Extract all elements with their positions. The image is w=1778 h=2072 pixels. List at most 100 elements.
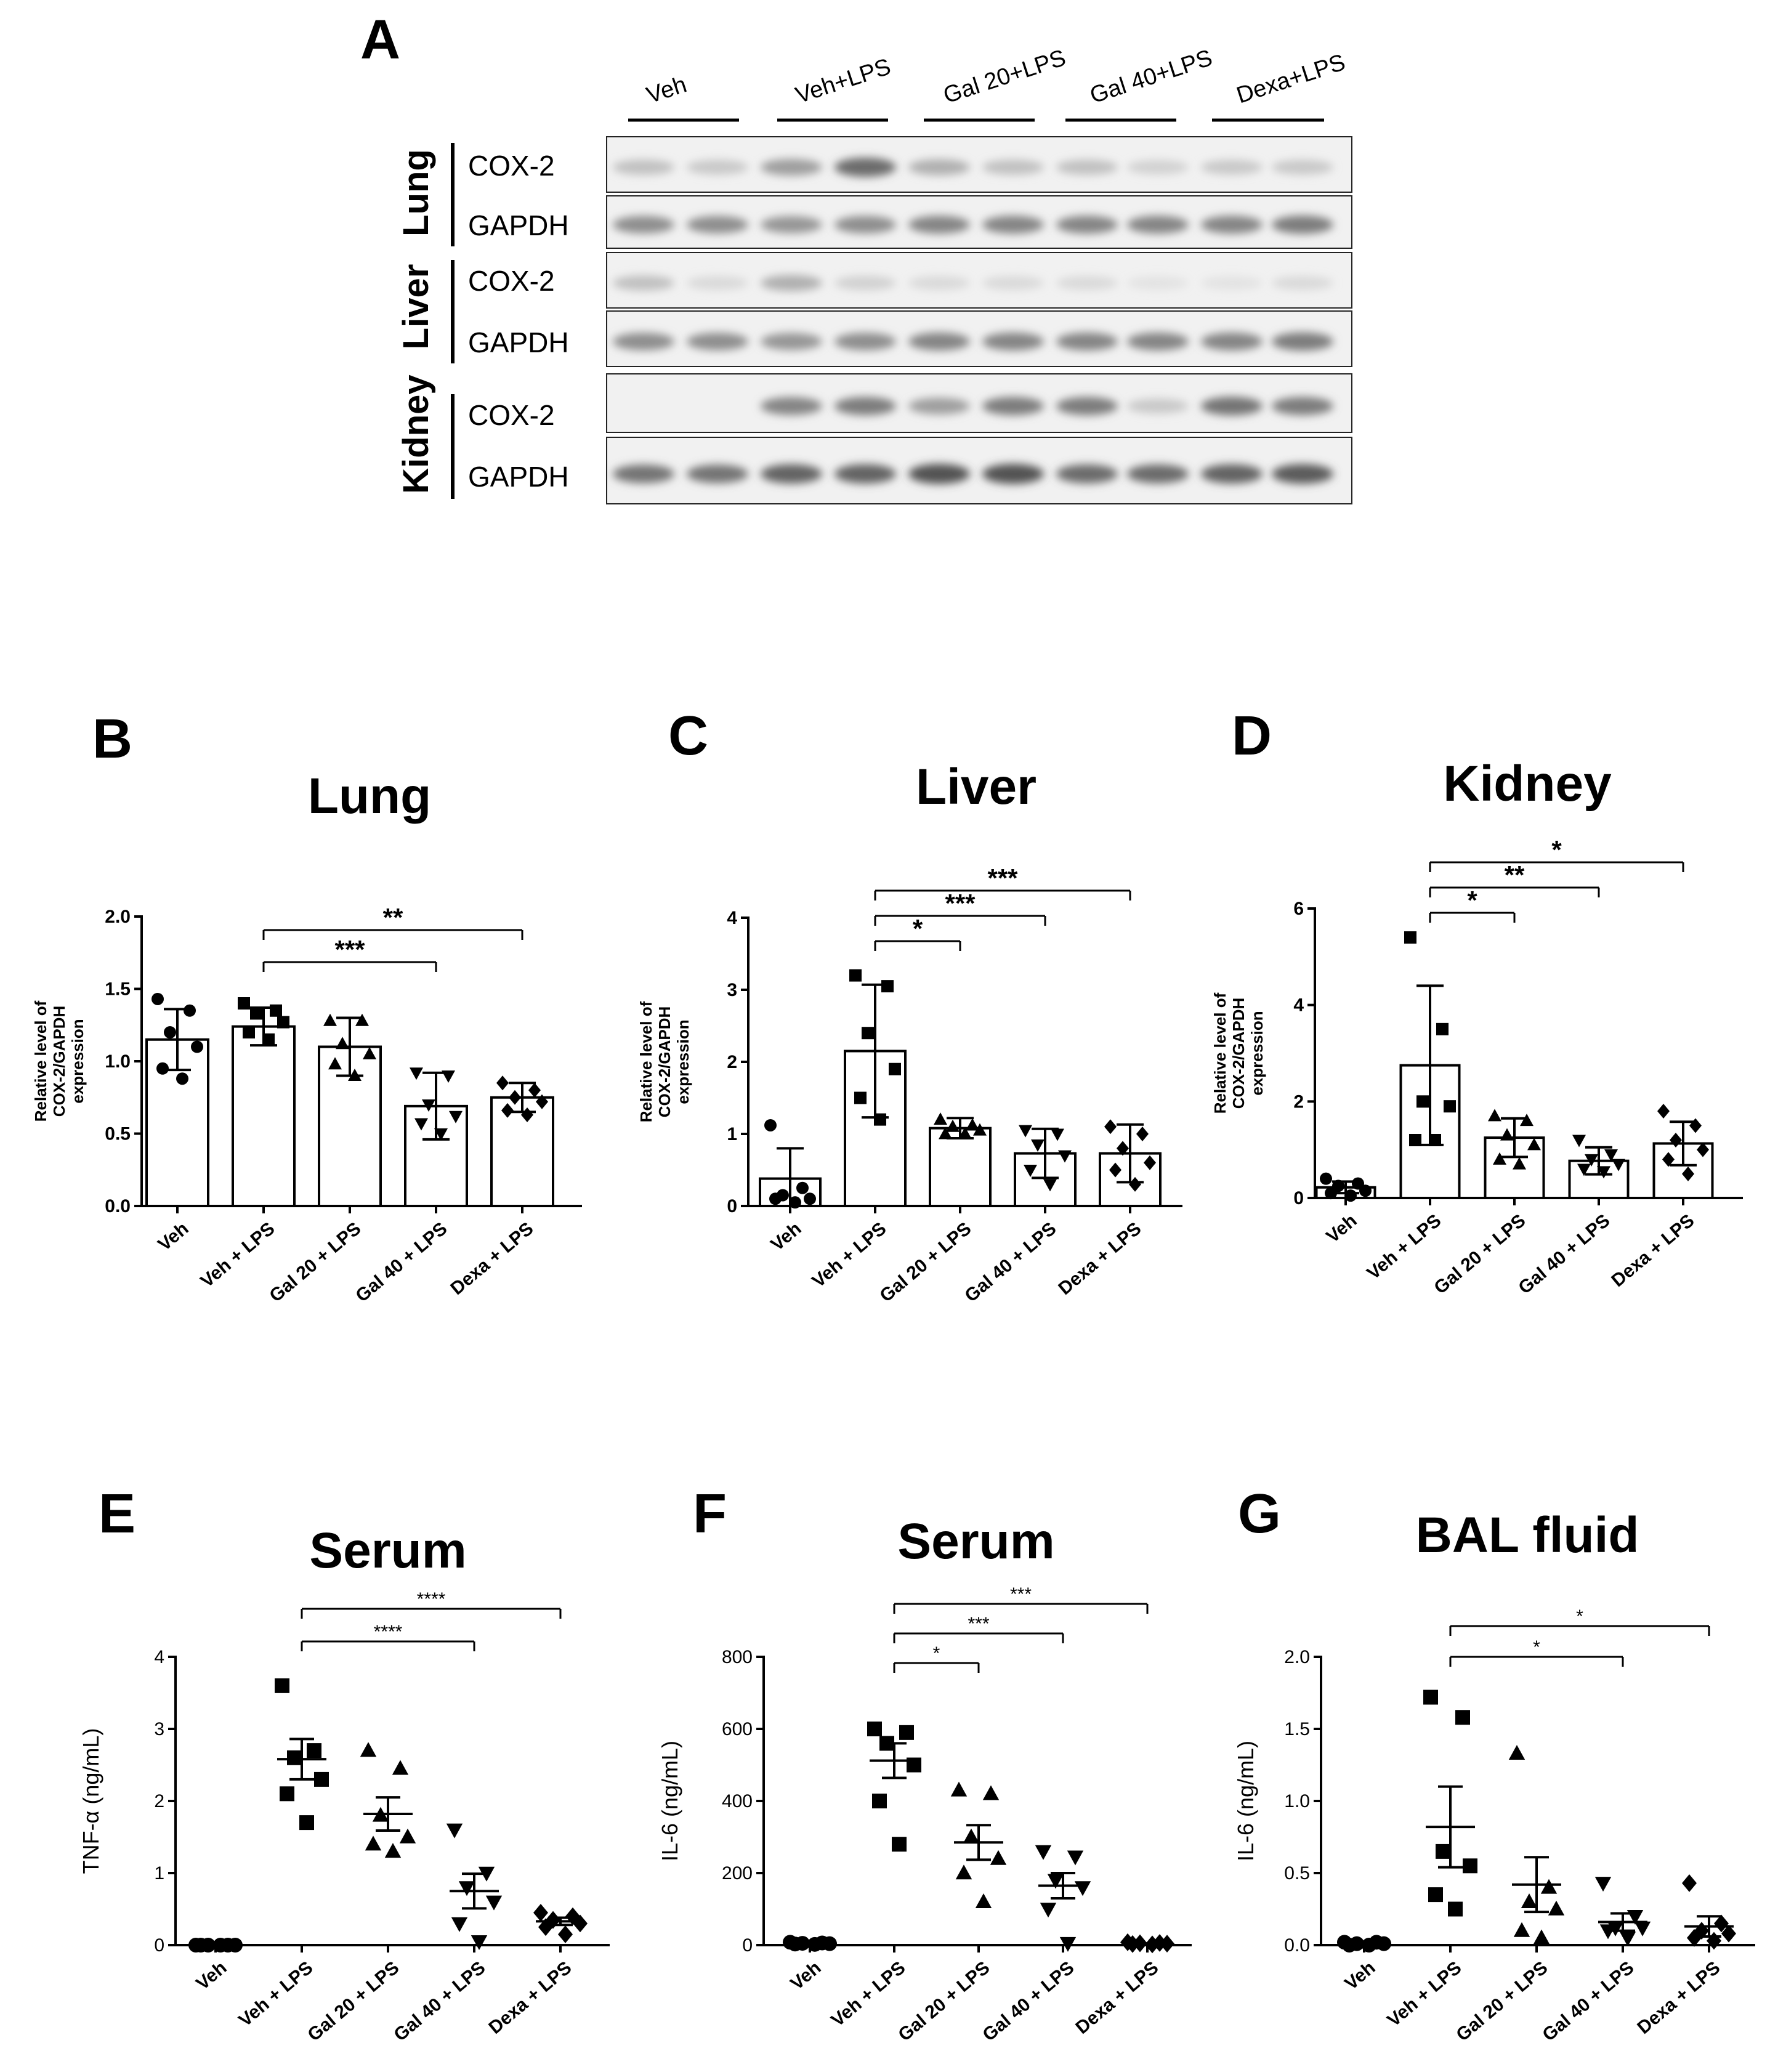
protein-label: COX-2 — [468, 265, 555, 297]
blot-band — [1272, 397, 1333, 416]
x-tick-label: Gal 40 + LPS — [1514, 1210, 1614, 1298]
data-point — [1362, 1938, 1376, 1953]
data-point — [1619, 1932, 1636, 1947]
y-tick-label: 200 — [722, 1863, 753, 1884]
blot-band — [761, 333, 822, 350]
y-tick-label: 1 — [154, 1863, 164, 1884]
y-tick-label: 1.5 — [105, 979, 131, 1000]
data-point — [471, 1935, 488, 1950]
data-point — [1597, 1166, 1610, 1179]
data-point — [1342, 1938, 1357, 1953]
data-point — [449, 1111, 463, 1123]
lane-label: Gal 20+LPS — [940, 45, 1069, 109]
blot-band — [908, 275, 970, 291]
data-point — [807, 1936, 822, 1952]
chart-title: Serum — [897, 1513, 1054, 1569]
data-point — [1040, 1903, 1057, 1918]
blot-band — [1127, 399, 1189, 414]
protein-label: COX-2 — [468, 150, 555, 182]
protein-label: GAPDH — [468, 326, 569, 358]
data-point — [485, 1895, 503, 1911]
blot-band — [1056, 216, 1118, 234]
data-point — [1634, 1921, 1651, 1936]
data-point — [1035, 1845, 1052, 1860]
data-point — [1585, 1154, 1598, 1167]
data-point — [193, 1938, 208, 1953]
data-point — [422, 1099, 435, 1112]
data-point — [849, 969, 862, 982]
data-point — [275, 1678, 289, 1693]
y-axis-label: COX-2/GAPDH — [50, 1006, 68, 1117]
chart-title: Kidney — [1443, 756, 1612, 812]
blot-band — [834, 333, 896, 350]
significance-label: *** — [1010, 1584, 1032, 1605]
blot-band — [982, 216, 1044, 234]
data-point — [1513, 1157, 1526, 1170]
data-point — [1500, 1128, 1514, 1141]
data-point — [451, 1917, 468, 1932]
significance-label: * — [913, 914, 923, 943]
blot-band — [761, 275, 822, 291]
blot-band — [982, 464, 1044, 484]
data-point — [1404, 931, 1416, 944]
blot-band — [687, 160, 748, 175]
tissue-label: Liver — [396, 264, 436, 350]
data-point — [184, 1004, 196, 1017]
data-point — [1599, 1924, 1617, 1940]
x-tick-label: Veh + LPS — [1384, 1957, 1466, 2031]
chart-panel-g: G BAL fluid 0.0 0.5 1.0 1.5 2.0 IL-6 (ng/mL) Veh… — [1233, 1483, 1755, 2046]
data-point — [862, 1027, 874, 1040]
data-point — [899, 1725, 914, 1740]
x-tick-label: Veh + LPS — [197, 1218, 279, 1292]
data-point — [1428, 1887, 1443, 1903]
x-tick-label: Dexa + LPS — [1072, 1957, 1162, 2038]
y-tick-label: 2 — [154, 1791, 164, 1811]
data-point — [458, 1881, 475, 1896]
blot-band — [834, 216, 896, 234]
x-tick-label: Veh — [786, 1957, 825, 1994]
x-tick-label: Gal 20 + LPS — [265, 1218, 365, 1306]
data-point — [1707, 1932, 1721, 1950]
data-point — [1657, 1104, 1670, 1119]
blot-band — [834, 275, 896, 291]
data-point — [360, 1742, 377, 1757]
blot-band — [1127, 276, 1189, 290]
data-point — [1488, 1109, 1501, 1122]
x-tick-label: Dexa + LPS — [485, 1957, 575, 2038]
blot-band — [1056, 160, 1118, 175]
data-point — [822, 1936, 837, 1951]
y-tick-label: 0.5 — [105, 1124, 131, 1144]
y-tick-label: 1.0 — [105, 1051, 131, 1072]
y-axis-label: COX-2/GAPDH — [655, 1006, 674, 1118]
blot-band — [1056, 397, 1118, 416]
chart-title: Lung — [308, 768, 431, 824]
y-tick-label: 2 — [727, 1052, 737, 1072]
y-axis-label: Relative level of — [1211, 992, 1229, 1114]
significance-label: **** — [417, 1589, 446, 1609]
y-axis-label: expression — [1248, 1011, 1266, 1095]
data-point — [1133, 1934, 1147, 1953]
x-tick-label: Veh — [154, 1218, 192, 1255]
data-point — [1463, 1858, 1477, 1874]
protein-label: GAPDH — [468, 209, 569, 241]
tissue-label: Kidney — [396, 374, 436, 493]
data-point — [1527, 1138, 1541, 1151]
y-tick-label: 800 — [722, 1647, 753, 1667]
data-point — [191, 1040, 203, 1053]
data-point — [975, 1893, 992, 1908]
x-tick-label: Gal 40 + LPS — [961, 1218, 1060, 1306]
y-axis-label: IL-6 (ng/mL) — [657, 1741, 682, 1861]
y-tick-label: 1 — [727, 1124, 737, 1144]
y-tick-label: 0.0 — [1284, 1935, 1310, 1956]
data-point — [287, 1750, 302, 1765]
data-point — [363, 1046, 376, 1059]
blot-band — [1272, 215, 1333, 234]
data-point — [872, 1794, 887, 1808]
chart-panel-f: F Serum 0 200 400 600 800 IL-6 (ng/mL) Veh Veh + … — [657, 1483, 1192, 2046]
chart-title: BAL fluid — [1416, 1507, 1639, 1563]
data-point — [176, 1072, 188, 1085]
panel-letter: E — [99, 1483, 135, 1545]
data-point — [307, 1743, 321, 1758]
data-point — [1520, 1114, 1534, 1127]
